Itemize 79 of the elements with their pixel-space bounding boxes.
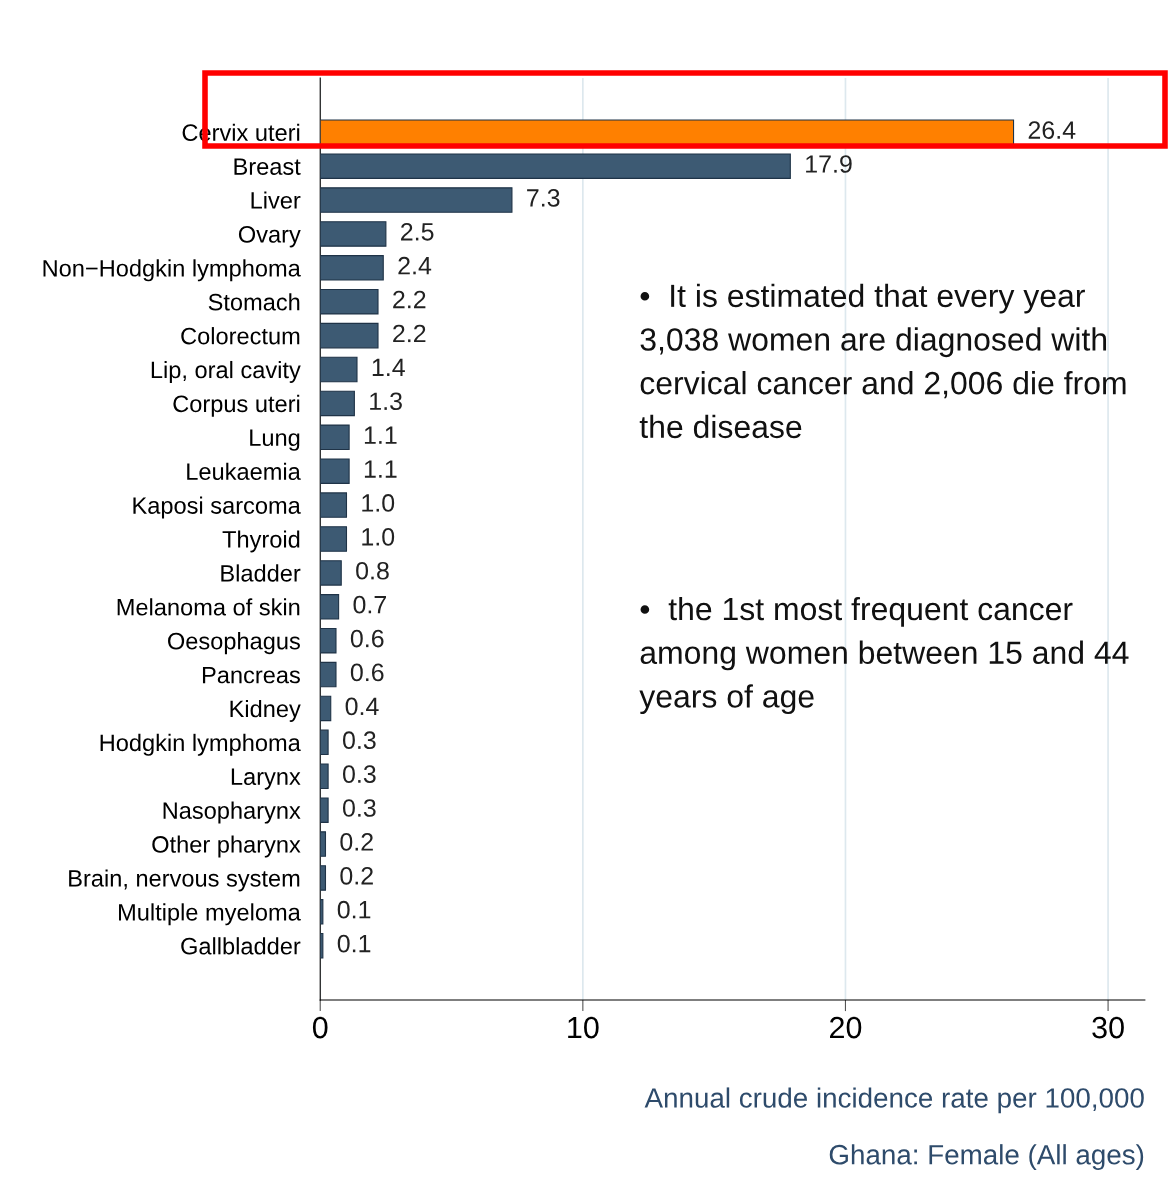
y-tick-label: Other pharynx — [152, 835, 301, 858]
bar — [320, 187, 513, 213]
data-label: 1.1 — [364, 460, 397, 478]
y-tick-label: Kaposi sarcoma — [133, 496, 301, 519]
y-tick-label: Leukaemia — [187, 462, 301, 480]
bar — [320, 255, 384, 281]
y-tick-label: Multiple myeloma — [119, 903, 301, 926]
y-tick-label: Liver — [251, 191, 301, 209]
y-tick-label: Brain, nervous system — [69, 869, 300, 892]
y-tick-label: Larynx — [231, 768, 301, 790]
y-tick-label: Thyroid — [222, 530, 300, 553]
bar — [320, 932, 324, 959]
data-label: 0.1 — [337, 900, 371, 919]
data-label: 1.3 — [370, 392, 402, 411]
bar — [320, 424, 350, 451]
data-label: 0.6 — [350, 663, 384, 682]
data-label: 0.4 — [345, 697, 379, 716]
data-label: 1.0 — [362, 528, 395, 546]
x-tick-label: 30 — [1092, 1016, 1124, 1039]
data-label: 0.1 — [337, 934, 371, 953]
annotation: • the 1st most frequent cancer among women between 15 and 44 years of age — [639, 596, 1129, 715]
bar — [320, 288, 379, 315]
bar — [320, 763, 329, 790]
data-label: 0.3 — [342, 731, 376, 750]
bar — [320, 221, 387, 247]
data-label: 0.7 — [353, 595, 386, 614]
bar — [320, 390, 355, 417]
annotation: • It is estimated that every year 3,038 women are diagnosed with cervical cancer and 2,006 die from the disease — [639, 283, 1126, 439]
y-tick-label: Kidney — [230, 699, 301, 722]
bar — [320, 560, 342, 586]
data-label: 2.2 — [393, 290, 426, 309]
bar — [320, 526, 348, 552]
data-label: 0.6 — [350, 629, 384, 648]
x-axis-title: Annual crude incidence rate per 100,000 — [644, 1087, 1144, 1114]
y-tick-label: Breast — [234, 158, 301, 175]
x-tick-label: 10 — [568, 1016, 599, 1039]
data-label: 1.4 — [372, 358, 405, 376]
bar — [320, 797, 329, 823]
y-tick-label: Pancreas — [202, 666, 300, 684]
bar — [320, 627, 337, 654]
bar — [320, 356, 358, 383]
data-label: 0.3 — [342, 799, 376, 817]
bar — [320, 594, 340, 620]
y-tick-label: Corpus uteri — [173, 394, 300, 417]
x-tick-label: 20 — [830, 1016, 862, 1039]
data-label: 2.5 — [401, 222, 434, 241]
data-label: 0.2 — [340, 833, 373, 851]
y-tick-label: Bladder — [221, 564, 301, 582]
y-tick-label: Lung — [250, 429, 300, 451]
data-label: 26.4 — [1028, 121, 1076, 139]
y-tick-label: Nasopharynx — [163, 801, 301, 824]
y-tick-label: Ovary — [238, 226, 301, 248]
data-label: 17.9 — [806, 155, 852, 173]
data-label: 0.3 — [342, 765, 376, 783]
bar — [320, 492, 348, 518]
y-tick-label: Non−Hodgkin lymphoma — [43, 259, 301, 282]
data-label: 7.3 — [527, 189, 560, 207]
bar — [320, 153, 791, 179]
text: Ghana: Female (All ages) — [829, 1144, 1144, 1171]
data-label: 1.0 — [362, 494, 395, 512]
bar — [320, 458, 350, 484]
y-tick-label: Oesophagus — [168, 632, 300, 655]
y-tick-label: Gallbladder — [181, 937, 301, 955]
y-tick-label: Hodgkin lymphoma — [100, 733, 301, 756]
data-label: 2.2 — [393, 324, 426, 343]
data-label: 0.2 — [340, 866, 373, 885]
y-tick-label: Colorectum — [181, 327, 300, 345]
data-label: 2.4 — [398, 256, 432, 275]
y-tick-label: Lip, oral cavity — [151, 360, 301, 383]
bar — [320, 899, 324, 925]
x-tick-label: 0 — [312, 1016, 328, 1039]
bar — [320, 661, 337, 688]
bar — [320, 119, 1015, 146]
data-label: 1.1 — [364, 426, 397, 444]
bar — [320, 322, 379, 349]
y-tick-label: Stomach — [208, 293, 300, 311]
y-tick-label: Melanoma of skin — [117, 598, 300, 616]
bar — [320, 729, 329, 756]
data-label: 0.8 — [356, 561, 389, 580]
